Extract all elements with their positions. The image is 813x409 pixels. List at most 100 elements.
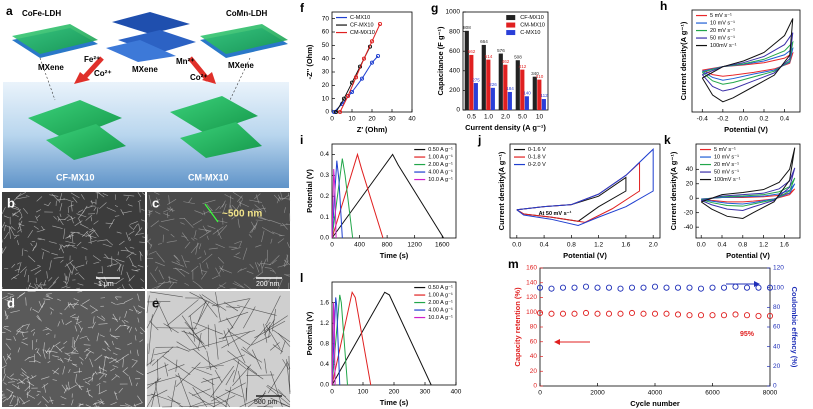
texture-fiber <box>288 192 291 201</box>
y-tick-label: 0 <box>689 195 693 202</box>
texture-fiber <box>59 244 65 254</box>
texture-fiber <box>281 194 290 201</box>
texture-fiber <box>216 220 228 223</box>
texture-fiber <box>4 231 10 240</box>
composite-sheet <box>180 122 262 158</box>
texture-fiber <box>232 359 240 383</box>
texture-fiber <box>192 348 218 370</box>
texture-fiber <box>60 396 67 400</box>
texture-fiber <box>122 358 124 368</box>
texture-fiber <box>1 396 7 399</box>
texture-fiber <box>19 216 22 221</box>
texture-fiber <box>60 259 64 263</box>
data-point <box>674 284 682 291</box>
texture-fiber <box>88 230 93 233</box>
legend-label: 10 mV s⁻¹ <box>710 21 735 27</box>
texture-fiber <box>166 240 177 243</box>
bar <box>524 96 529 110</box>
texture-fiber <box>205 229 210 232</box>
texture-fiber <box>1 286 3 290</box>
data-point <box>375 53 381 59</box>
y-tick-label: 0.4 <box>320 361 329 368</box>
texture-fiber <box>93 261 100 264</box>
data-point <box>743 312 751 319</box>
texture-fiber <box>17 240 19 246</box>
texture-fiber <box>128 230 135 235</box>
y-tick-label: 10 <box>322 95 330 102</box>
texture-fiber <box>115 277 124 284</box>
texture-fiber <box>28 285 37 290</box>
texture-fiber <box>61 319 64 325</box>
x-tick-label: 0 <box>538 390 542 397</box>
texture-fiber <box>73 370 82 373</box>
texture-fiber <box>164 362 169 377</box>
label: MXene <box>228 61 254 70</box>
texture-fiber <box>237 305 277 316</box>
texture-fiber <box>225 389 243 398</box>
texture-fiber <box>138 223 141 231</box>
texture-fiber <box>20 374 24 377</box>
texture-fiber <box>114 194 117 200</box>
texture-fiber <box>258 216 270 222</box>
x-tick-label: -0.4 <box>697 116 709 123</box>
texture-fiber <box>255 194 260 204</box>
x-tick-label: 30 <box>388 116 396 123</box>
panel-label: d <box>7 295 15 310</box>
texture-fiber <box>77 232 88 238</box>
texture-fiber <box>104 253 109 259</box>
texture-fiber <box>88 377 94 383</box>
x-tick-label: 0.0 <box>697 242 706 249</box>
texture-fiber <box>68 303 76 306</box>
texture-fiber <box>3 367 6 374</box>
chart-panel: k 0.0 0.4 0.8 1.2 1.6 -40 -20 0 20 40 Potential (V)… <box>664 133 801 260</box>
texture-fiber <box>251 349 262 370</box>
y-tick-label: 0.4 <box>320 151 329 158</box>
texture-fiber <box>286 242 290 248</box>
texture-fiber <box>254 204 263 212</box>
texture-fiber <box>29 375 37 380</box>
texture-fiber <box>53 256 64 259</box>
bar <box>532 76 537 110</box>
texture-fiber <box>77 210 85 220</box>
texture-fiber <box>153 351 170 356</box>
texture-fiber <box>40 285 43 290</box>
texture-fiber <box>124 403 133 408</box>
texture-fiber <box>43 279 46 287</box>
texture-fiber <box>150 272 158 283</box>
texture-fiber <box>121 319 126 324</box>
texture-fiber <box>163 213 170 217</box>
texture-fiber <box>148 314 153 354</box>
texture-fiber <box>43 384 47 393</box>
texture-fiber <box>280 192 283 200</box>
data-point <box>640 284 647 291</box>
texture-fiber <box>163 323 179 334</box>
texture-fiber <box>156 252 165 263</box>
texture-fiber <box>108 358 117 364</box>
value-label: 184 <box>506 86 514 91</box>
texture-fiber <box>180 268 190 275</box>
bar <box>507 91 512 110</box>
series-line <box>331 294 348 386</box>
texture-fiber <box>45 295 53 299</box>
texture-fiber <box>261 263 263 273</box>
texture-fiber <box>269 269 275 272</box>
panel-label: m <box>508 257 519 271</box>
texture-fiber <box>26 195 30 197</box>
texture-fiber <box>6 388 14 394</box>
texture-fiber <box>128 326 132 333</box>
texture-fiber <box>36 315 40 321</box>
data-point <box>361 56 367 61</box>
texture-fiber <box>270 238 273 244</box>
texture-fiber <box>246 374 275 376</box>
texture-fiber <box>7 299 10 308</box>
texture-fiber <box>24 356 30 361</box>
texture-fiber <box>75 264 85 268</box>
x-tick-label: 1600 <box>435 242 450 249</box>
label: MXene <box>38 63 64 72</box>
y2-axis-label: Coulombic effency (%) <box>790 287 799 368</box>
texture-fiber <box>18 292 26 297</box>
texture-fiber <box>75 321 82 325</box>
texture-fiber <box>139 332 143 335</box>
x-tick-label: 1.2 <box>594 242 603 249</box>
texture-fiber <box>89 228 94 231</box>
